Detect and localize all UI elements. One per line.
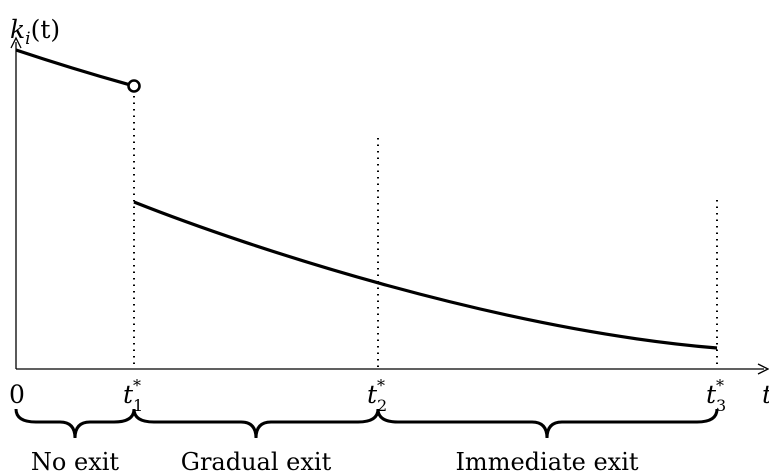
y-axis-arrowhead [10,36,22,49]
tick-label-t3: t* 3 [706,376,726,415]
region-label-gradual-exit: Gradual exit [181,448,332,476]
region-label-immediate-exit: Immediate exit [455,448,638,476]
region-label-no-exit: No exit [31,448,119,476]
curve-segment-after-t1 [133,200,718,350]
x-axis-arrowhead [757,363,769,375]
open-circle-marker [127,79,141,93]
y-axis-label: ki(t) [10,15,60,49]
origin-label: 0 [9,380,25,409]
tick-label-t1: t* 1 [123,376,143,415]
tick-label-t2: t* 2 [367,376,387,415]
brace-immediate-exit [376,408,719,439]
brace-no-exit [14,408,136,439]
x-axis-label: t [762,380,769,409]
curve-segment-no-exit [15,48,135,88]
brace-gradual-exit [132,408,380,439]
